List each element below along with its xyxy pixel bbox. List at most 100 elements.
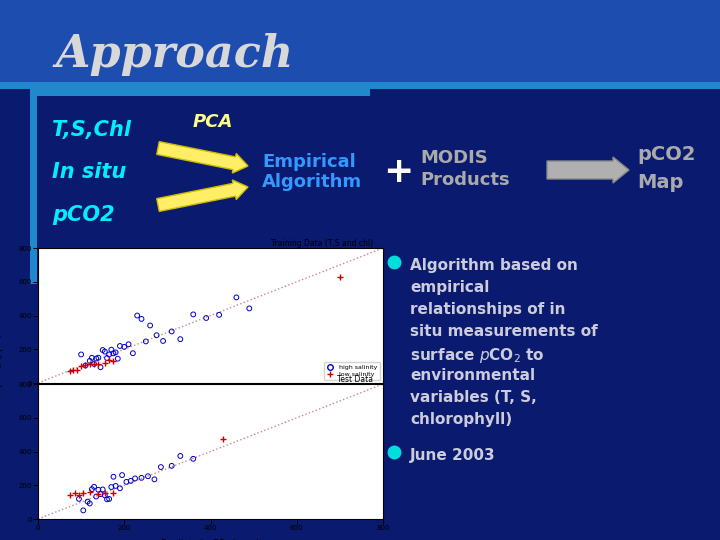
Point xyxy=(108,489,120,497)
Point xyxy=(110,348,122,357)
Text: Algorithm based on: Algorithm based on xyxy=(410,258,578,273)
Point xyxy=(104,495,115,503)
Text: Map: Map xyxy=(637,172,683,192)
Point xyxy=(136,474,148,482)
Point xyxy=(140,337,152,346)
Text: chlorophyll): chlorophyll) xyxy=(410,412,512,427)
FancyArrow shape xyxy=(547,157,629,183)
Text: Predicted $pCO_2$ (ppm): Predicted $pCO_2$ (ppm) xyxy=(161,537,261,540)
Point xyxy=(143,472,154,481)
Text: Approach: Approach xyxy=(55,33,293,77)
Bar xyxy=(0,82,720,89)
Text: pCO2: pCO2 xyxy=(637,145,696,165)
Point xyxy=(76,350,87,359)
Point xyxy=(84,356,96,365)
Point xyxy=(65,367,76,375)
Point xyxy=(230,293,242,302)
Point xyxy=(93,485,104,494)
Text: surface $p$CO$_2$ to: surface $p$CO$_2$ to xyxy=(410,346,545,365)
Text: Products: Products xyxy=(420,171,510,189)
Point xyxy=(108,357,120,366)
Point xyxy=(130,474,141,483)
Point xyxy=(99,347,111,356)
Point xyxy=(166,462,177,470)
Point xyxy=(95,490,107,498)
Point xyxy=(73,490,85,499)
Point xyxy=(73,495,85,503)
Point xyxy=(76,362,87,370)
Point xyxy=(102,354,113,362)
Point xyxy=(86,485,98,494)
Point xyxy=(102,495,113,504)
Point xyxy=(187,455,199,463)
Point xyxy=(93,353,104,362)
Text: Test Data: Test Data xyxy=(337,375,373,384)
Point xyxy=(84,488,96,496)
Text: Training Data (T,S and chl): Training Data (T,S and chl) xyxy=(271,239,373,248)
Bar xyxy=(0,0,720,82)
Point xyxy=(93,489,104,498)
Point xyxy=(132,311,143,320)
Point xyxy=(243,304,255,313)
Point xyxy=(145,321,156,330)
Point xyxy=(89,360,100,368)
Point xyxy=(89,482,100,491)
Point xyxy=(99,489,111,497)
Point xyxy=(106,483,117,491)
Point xyxy=(187,310,199,319)
Point xyxy=(104,350,115,359)
Point xyxy=(84,360,96,369)
Point xyxy=(93,360,104,369)
Text: environmental: environmental xyxy=(410,368,535,383)
Bar xyxy=(30,89,37,284)
Point xyxy=(155,463,166,471)
Point xyxy=(78,489,89,497)
Text: Measured $pCO_2$ (ppm): Measured $pCO_2$ (ppm) xyxy=(0,332,5,434)
Point xyxy=(91,492,102,501)
Point xyxy=(166,327,177,336)
Text: T,S,Chl: T,S,Chl xyxy=(52,120,131,140)
Point xyxy=(99,491,111,500)
Point xyxy=(117,471,128,480)
Point xyxy=(123,340,135,349)
Point xyxy=(174,335,186,343)
FancyArrow shape xyxy=(157,180,248,211)
Point xyxy=(217,435,229,443)
Point xyxy=(114,342,126,350)
Text: June 2003: June 2003 xyxy=(410,448,495,463)
Text: PCA: PCA xyxy=(193,113,233,131)
Point xyxy=(97,346,109,354)
Point xyxy=(150,331,162,340)
Point xyxy=(65,491,76,500)
Point xyxy=(91,354,102,363)
Point xyxy=(110,482,122,490)
Point xyxy=(174,451,186,460)
Text: In situ: In situ xyxy=(52,162,126,182)
Point xyxy=(119,342,130,351)
Point xyxy=(82,497,94,506)
FancyArrow shape xyxy=(157,141,248,173)
Point xyxy=(104,356,115,364)
Point xyxy=(78,506,89,515)
Point xyxy=(80,361,91,370)
Point xyxy=(99,359,111,367)
Point xyxy=(127,349,139,357)
Point xyxy=(121,477,132,486)
Point xyxy=(200,314,212,322)
Point xyxy=(89,359,100,368)
Point xyxy=(157,336,168,345)
Point xyxy=(334,273,346,281)
Point xyxy=(213,310,225,319)
Point xyxy=(108,472,120,481)
Point xyxy=(71,365,83,374)
Text: situ measurements of: situ measurements of xyxy=(410,324,598,339)
Text: variables (T, S,: variables (T, S, xyxy=(410,390,536,405)
Point xyxy=(80,361,91,369)
Text: Empirical: Empirical xyxy=(262,153,356,171)
Point xyxy=(84,499,96,508)
Bar xyxy=(30,89,370,96)
Point xyxy=(108,349,120,357)
Point xyxy=(97,485,109,494)
Point xyxy=(148,475,160,484)
Point xyxy=(112,354,124,363)
